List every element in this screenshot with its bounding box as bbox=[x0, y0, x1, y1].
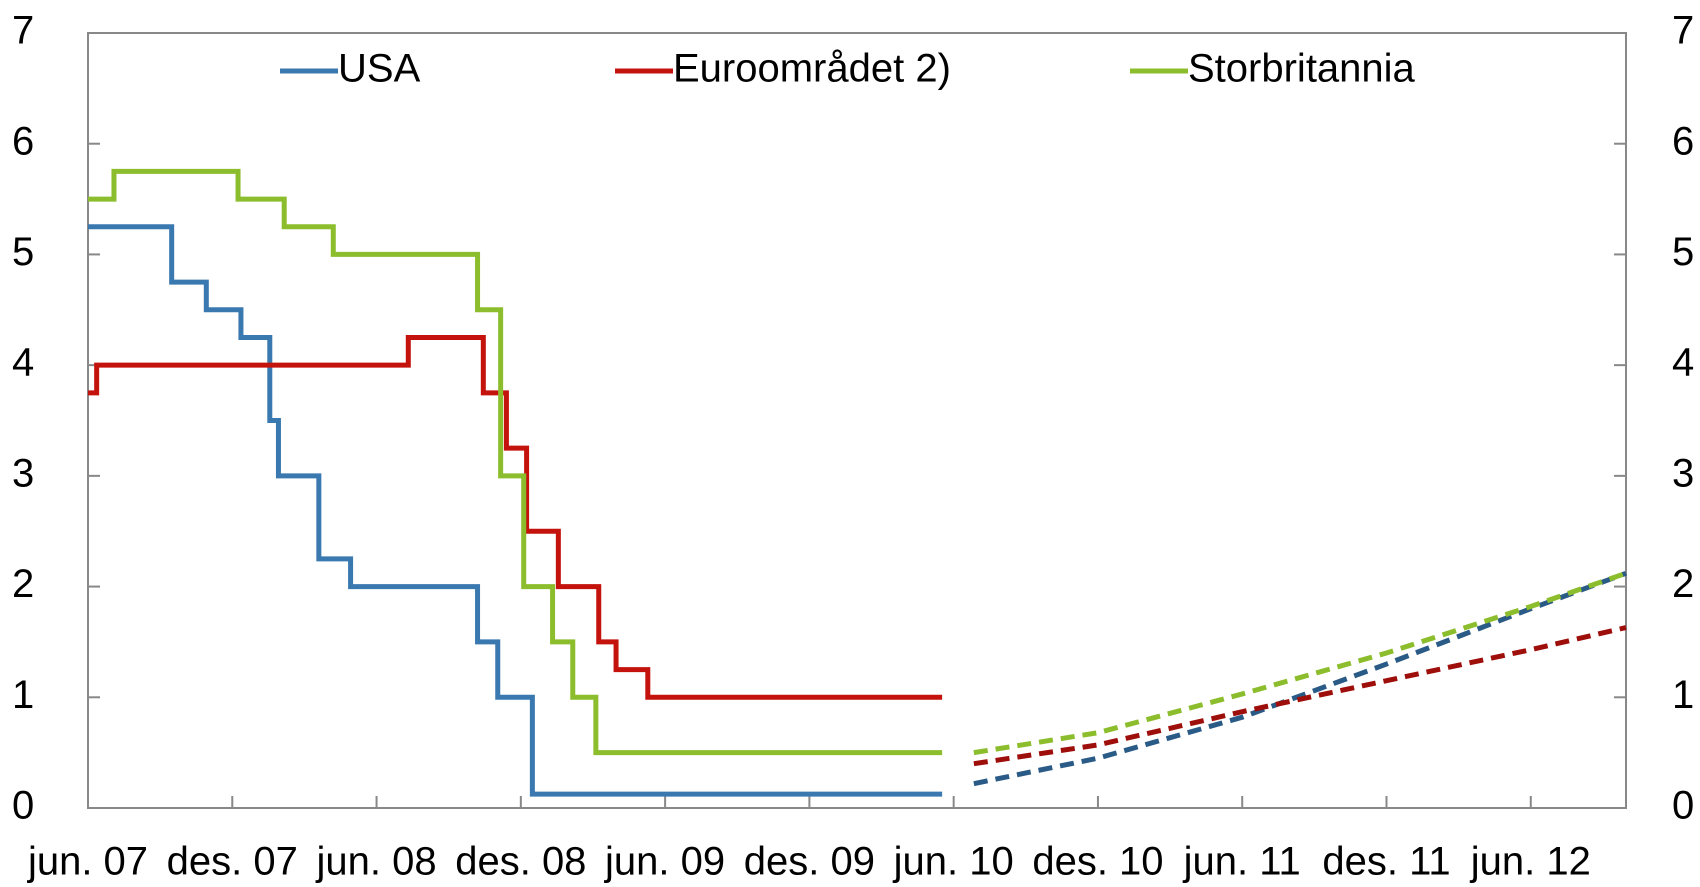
legend-label: Euroområdet 2) bbox=[673, 47, 951, 91]
x-tick-label: jun. 07 bbox=[27, 840, 148, 884]
y-tick-label: 5 bbox=[12, 230, 34, 274]
forecast-line bbox=[973, 570, 1627, 787]
x-tick-label: des. 11 bbox=[1322, 840, 1450, 884]
x-tick-label: jun. 10 bbox=[893, 840, 1014, 884]
y2-tick-label: 5 bbox=[1672, 230, 1694, 274]
forecast-line bbox=[973, 570, 1627, 756]
y2-tick-label: 3 bbox=[1672, 451, 1694, 495]
y2-tick-label: 6 bbox=[1672, 119, 1694, 163]
x-tick-label: des. 10 bbox=[1032, 840, 1163, 884]
x-tick-label: jun. 08 bbox=[316, 840, 437, 884]
x-tick-label: jun. 09 bbox=[604, 840, 725, 884]
y-tick-label: 4 bbox=[12, 341, 34, 385]
x-tick-label: des. 08 bbox=[455, 840, 586, 884]
step-line bbox=[88, 168, 943, 756]
y2-tick-label: 7 bbox=[1672, 9, 1694, 53]
y-tick-label: 2 bbox=[12, 562, 34, 606]
plot-frame bbox=[87, 32, 1627, 809]
y2-tick-label: 1 bbox=[1672, 673, 1694, 717]
x-tick-label: des. 09 bbox=[744, 840, 875, 884]
step-line bbox=[88, 224, 943, 797]
legend-label: Storbritannia bbox=[1188, 47, 1416, 91]
forecast-line bbox=[973, 625, 1627, 767]
y2-tick-label: 4 bbox=[1672, 341, 1694, 385]
y-tick-label: 1 bbox=[12, 673, 34, 717]
legend-label: USA bbox=[338, 47, 421, 91]
x-tick-label: jun. 11 bbox=[1183, 840, 1301, 884]
y-tick-label: 7 bbox=[12, 9, 34, 53]
y-tick-label: 6 bbox=[12, 119, 34, 163]
y-tick-label: 3 bbox=[12, 451, 34, 495]
x-tick-label: jun. 12 bbox=[1470, 840, 1591, 884]
y2-tick-label: 2 bbox=[1672, 562, 1694, 606]
y2-tick-label: 0 bbox=[1672, 784, 1694, 828]
y-tick-label: 0 bbox=[12, 784, 34, 828]
step-line bbox=[88, 334, 943, 700]
x-tick-label: des. 07 bbox=[167, 840, 298, 884]
